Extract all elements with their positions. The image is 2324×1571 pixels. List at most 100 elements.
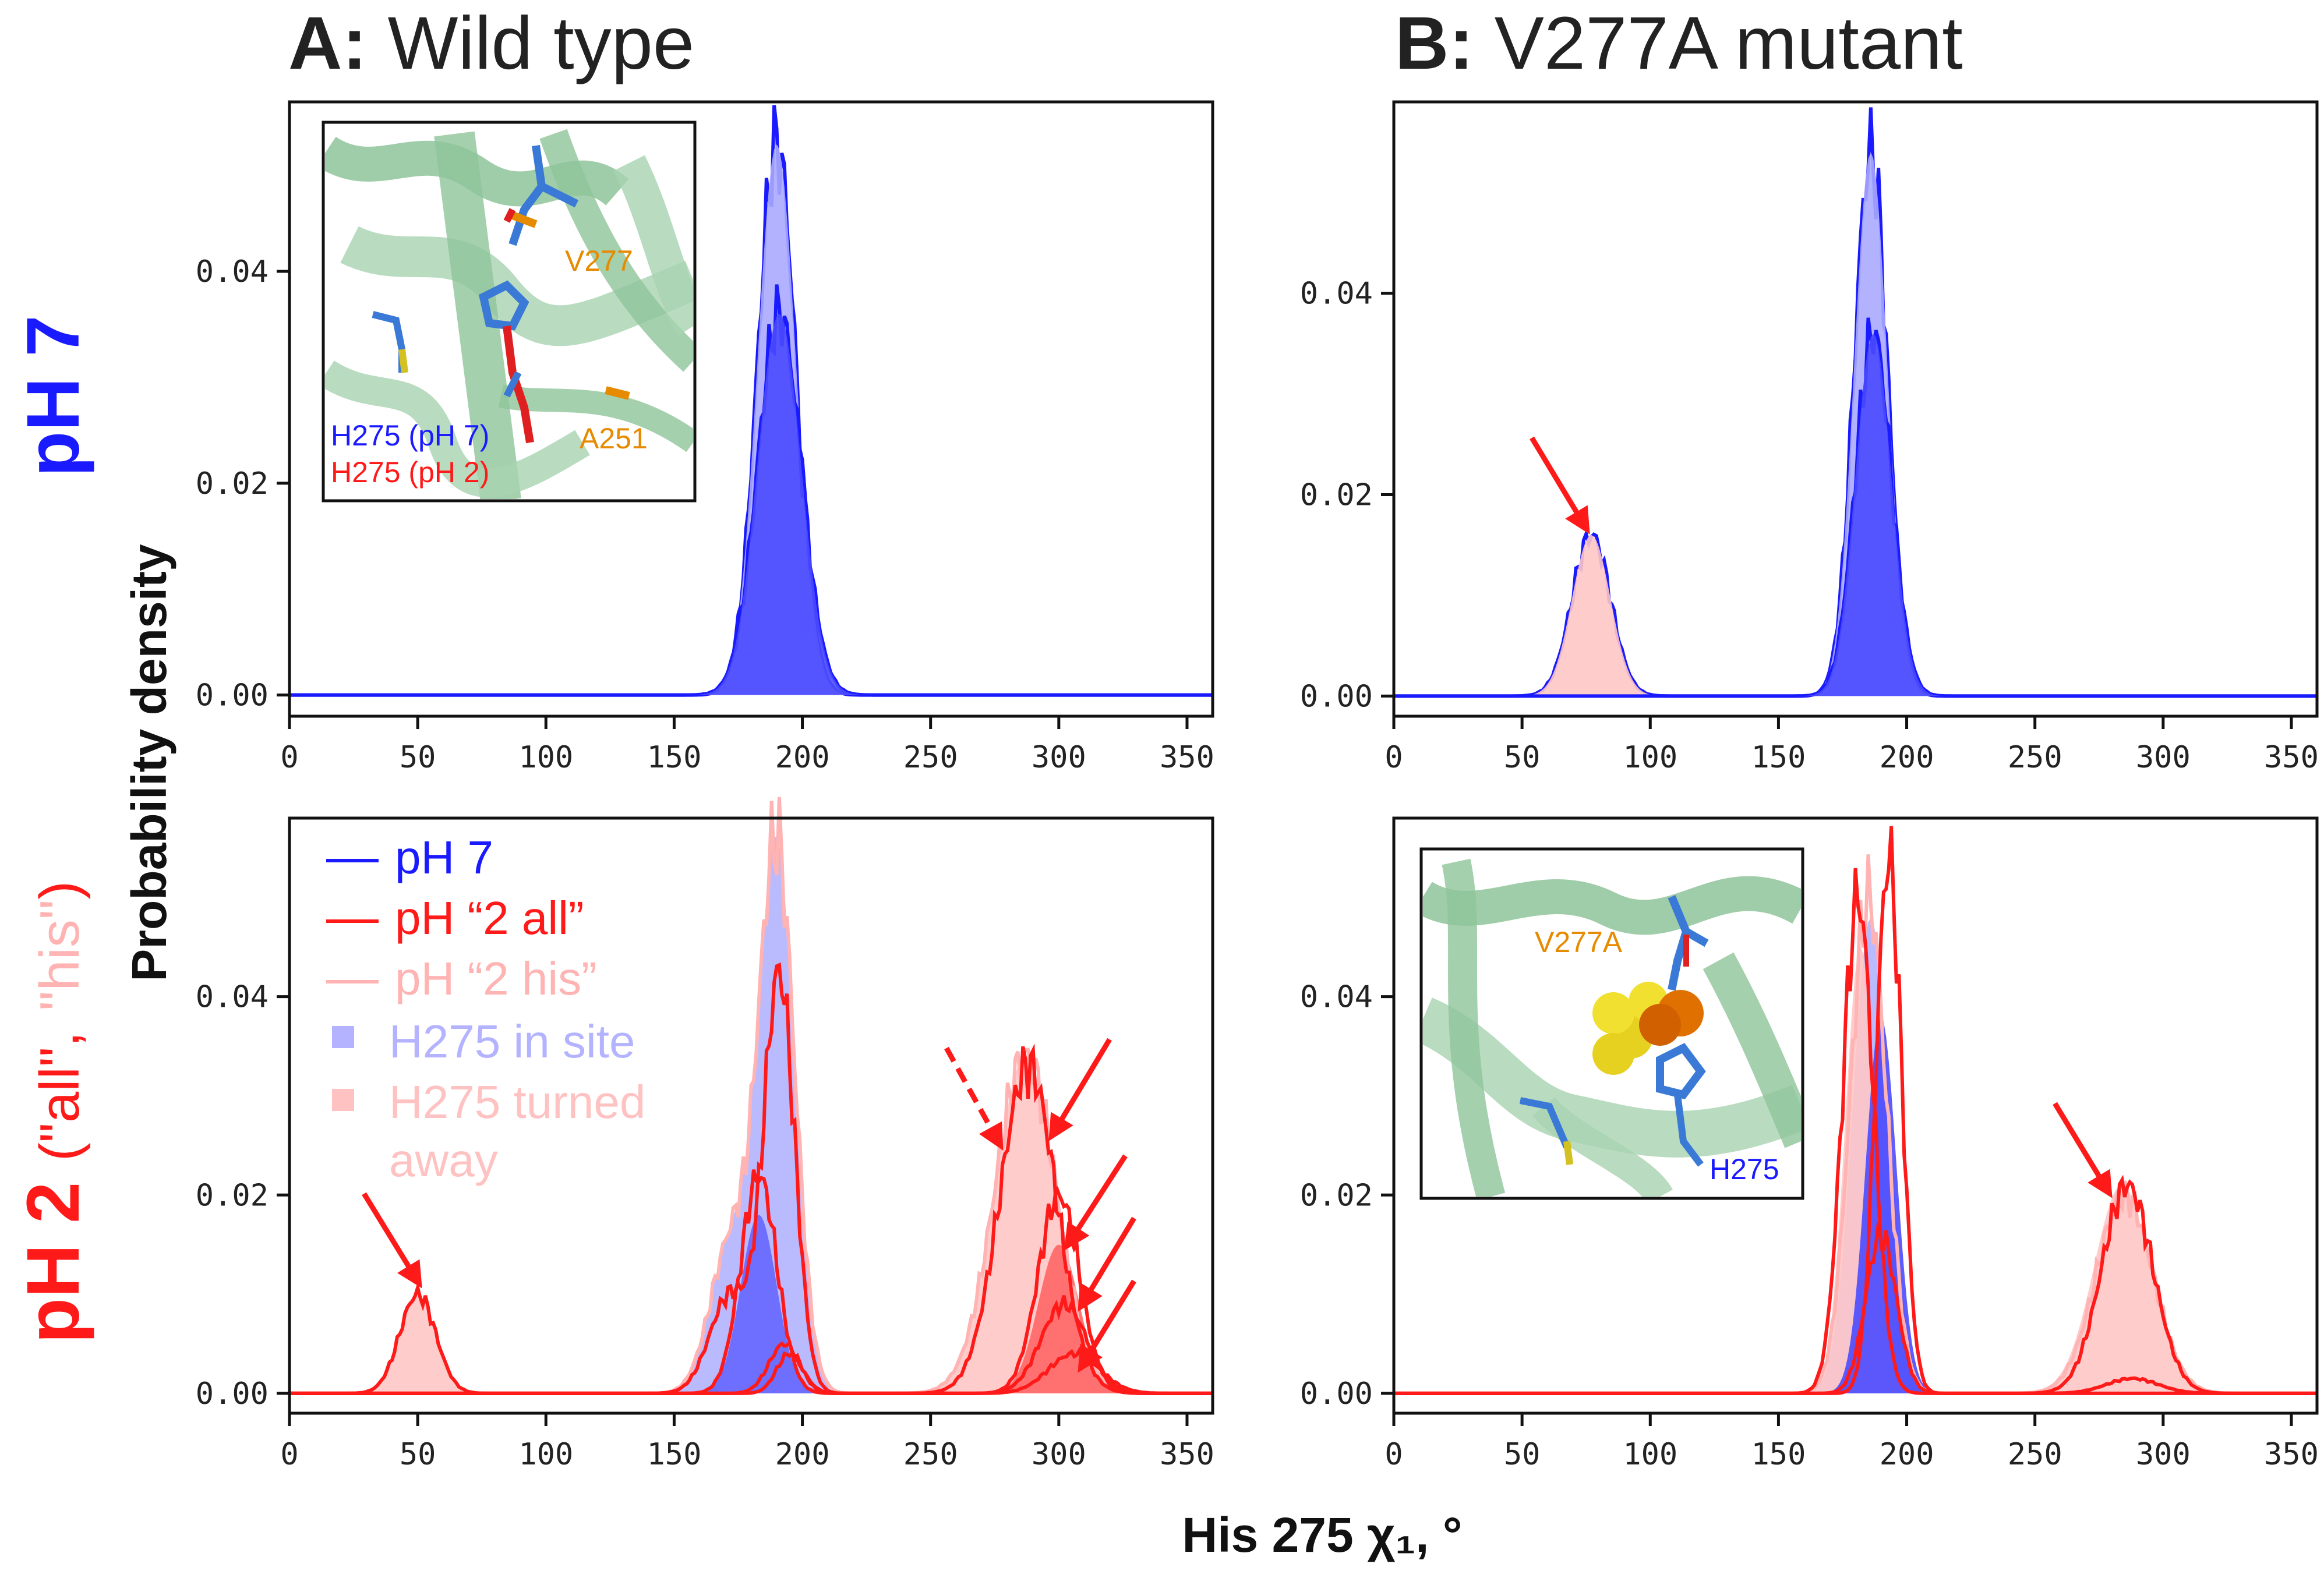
plot-wildtype-ph7: 0 50 100 150 200 250 300 350 0.00 0.02 0.04 — [196, 100, 1214, 775]
y-tick-label: 0.04 — [196, 980, 269, 1015]
x-tick-label: 350 — [1160, 1437, 1214, 1472]
series-fill-3 — [289, 313, 1213, 695]
x-tick-label: 350 — [2264, 1437, 2319, 1472]
plot-area-wt_ph7 — [289, 105, 1213, 697]
plot-area-mut_ph7 — [1394, 107, 2317, 698]
legend-label-ph2-all: pH “2 all” — [395, 892, 584, 944]
x-tick-label: 0 — [1384, 1437, 1403, 1472]
x-tick-label: 150 — [1751, 1437, 1806, 1472]
x-tick-label: 250 — [2008, 1437, 2062, 1472]
legend-label-ph7: pH 7 — [395, 832, 493, 883]
plot-mutant-ph7: 0 50 100 150 200 250 300 350 0.00 0.02 0.04 — [1300, 100, 2319, 775]
y-axis-label: Probability density — [122, 544, 176, 982]
x-tick-label: 100 — [518, 740, 573, 775]
y-tick-label: 0.02 — [1300, 478, 1373, 513]
inset-label-h275-ph7: H275 (pH 7) — [331, 419, 489, 452]
series-fill-1 — [1394, 947, 2317, 1393]
y-tick-label: 0.00 — [1300, 1377, 1373, 1411]
y-tick-label: 0.02 — [1300, 1178, 1373, 1213]
axes-frame — [288, 816, 1214, 1415]
y-tick-label: 0.04 — [196, 254, 269, 289]
x-tick-label: 250 — [2008, 740, 2062, 775]
legend-patch-in-site — [332, 1026, 354, 1048]
legend-label-turned-away: H275 turned — [389, 1076, 645, 1128]
arrow-wt-ph2-mid — [1064, 1154, 1128, 1251]
x-tick-label: 50 — [1504, 1437, 1541, 1472]
arrow-mutant-ph2-turned-away — [2053, 1102, 2113, 1198]
row-label-ph7: pH 7 — [12, 315, 95, 476]
y-tick-label: 0.04 — [1300, 277, 1373, 312]
x-tick-label: 350 — [2264, 740, 2319, 775]
y-tick-label: 0.02 — [196, 466, 269, 501]
legend: pH 7 pH “2 all” pH “2 his” H275 in site … — [326, 832, 645, 1186]
mutant-ribbon-illustration — [1423, 858, 1801, 1197]
x-tick-label: 150 — [1751, 740, 1806, 775]
arrow-mutant-ph7-turned-away — [1530, 436, 1590, 535]
plot-mutant-ph2: 0 50 100 150 200 250 300 350 0.00 0.02 0.04 — [1300, 816, 2319, 1472]
inset-mutant-structure: V277A H275 — [1419, 847, 1804, 1200]
y-tick-label: 0.00 — [196, 678, 269, 713]
legend-label-ph2-his: pH “2 his” — [395, 953, 597, 1004]
series-line-5 — [289, 962, 1213, 1395]
series-line-8 — [289, 1346, 1213, 1395]
x-tick-label: 300 — [1032, 740, 1086, 775]
x-tick-label: 350 — [1160, 740, 1214, 775]
protein-ribbon-illustration — [325, 129, 693, 499]
annotation-arrows — [362, 436, 2113, 1373]
x-tick-label: 200 — [775, 740, 830, 775]
x-tick-label: 0 — [280, 740, 298, 775]
plot-area-wt_ph2 — [289, 797, 1213, 1395]
x-tick-label: 150 — [647, 1437, 701, 1472]
axes-frame — [1392, 100, 2319, 718]
series-fill-2 — [289, 1215, 1213, 1393]
x-tick-label: 100 — [518, 1437, 573, 1472]
series-fill-4 — [1394, 333, 2317, 696]
inset-label-v277: V277 — [565, 245, 633, 277]
x-tick-label: 200 — [1880, 1437, 1934, 1472]
plot-area-mut_ph2 — [1394, 826, 2317, 1395]
panel-b-title: B: V277A mutant — [1395, 2, 1963, 85]
x-tick-label: 50 — [400, 740, 436, 775]
x-tick-label: 250 — [903, 740, 958, 775]
x-tick-label: 300 — [1032, 1437, 1086, 1472]
x-tick-label: 200 — [775, 1437, 830, 1472]
arrow-wt-ph2-low1 — [1078, 1216, 1136, 1312]
x-axis-label: His 275 χ₁, ° — [1182, 1508, 1463, 1562]
x-tick-label: 300 — [2136, 740, 2191, 775]
series-line-6 — [1394, 1222, 2317, 1395]
axes-frame — [288, 100, 1214, 718]
legend-patch-turned-away — [332, 1089, 354, 1111]
y-tick-label: 0.00 — [196, 1377, 269, 1411]
series-fill-2 — [1394, 1016, 2317, 1393]
x-tick-label: 100 — [1623, 1437, 1677, 1472]
arrow-wt-ph2-50deg — [362, 1192, 422, 1289]
inset-wildtype-structure: V277 A251 H275 (pH 7) H275 (pH 2) — [322, 121, 697, 503]
x-tick-label: 0 — [280, 1437, 298, 1472]
inset-label-a251: A251 — [580, 422, 648, 455]
arrow-wt-ph2-low2 — [1078, 1279, 1136, 1373]
row-label-ph2: pH 2 ("all", "his") — [12, 881, 95, 1343]
inset-label-v277a: V277A — [1535, 926, 1623, 958]
arrow-wt-ph2-dashed — [944, 1046, 1004, 1151]
x-tick-label: 250 — [903, 1437, 958, 1472]
axes-frame — [1392, 816, 2319, 1415]
y-tick-label: 0.02 — [196, 1178, 269, 1213]
panel-a-title: A: Wild type — [288, 2, 694, 85]
series-fill-2 — [1394, 152, 2317, 696]
x-tick-label: 150 — [647, 740, 701, 775]
x-tick-label: 0 — [1384, 740, 1403, 775]
plot-wildtype-ph2: 0 50 100 150 200 250 300 350 0.00 0.02 0.04 — [196, 797, 1214, 1472]
x-tick-label: 300 — [2136, 1437, 2191, 1472]
series-fill-1 — [1394, 535, 2317, 696]
inset-label-h275-ph2: H275 (pH 2) — [331, 456, 489, 489]
x-tick-label: 50 — [400, 1437, 436, 1472]
y-tick-label: 0.04 — [1300, 980, 1373, 1015]
legend-label-turned-away-line2: away — [389, 1134, 498, 1186]
arrow-wt-ph2-upper — [1048, 1038, 1112, 1141]
inset-label-h275: H275 — [1710, 1153, 1779, 1186]
x-tick-label: 200 — [1880, 740, 1934, 775]
x-tick-label: 50 — [1504, 740, 1541, 775]
y-tick-label: 0.00 — [1300, 679, 1373, 714]
x-tick-label: 100 — [1623, 740, 1677, 775]
